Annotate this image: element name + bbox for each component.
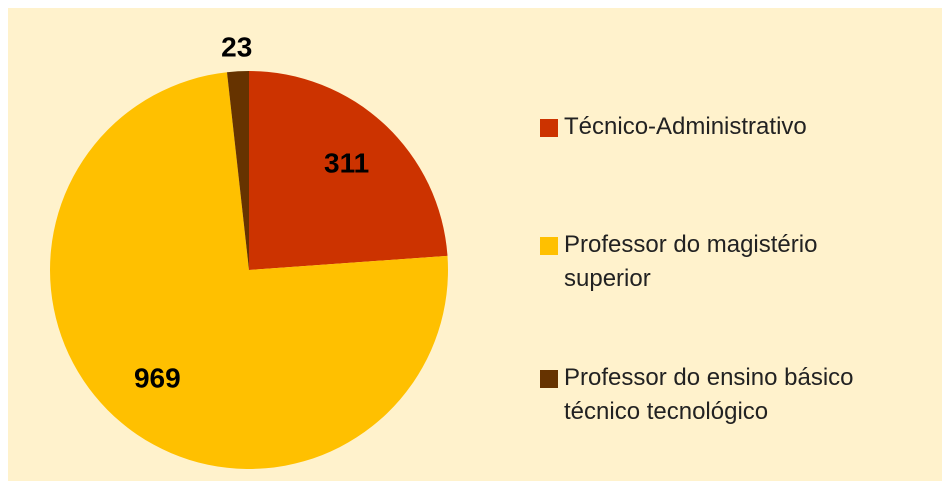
pie-slice xyxy=(49,72,448,470)
data-label: 23 xyxy=(221,32,252,63)
legend-label: Técnico-Administrativo xyxy=(564,113,807,140)
legend-entry: Professor do ensino básico técnico tecno… xyxy=(540,361,930,429)
data-label: 311 xyxy=(324,148,369,179)
data-label: 969 xyxy=(134,362,181,393)
legend-entry: Técnico-Administrativo xyxy=(540,110,930,144)
legend-swatch xyxy=(540,370,558,388)
legend-label: Professor do magistério superior xyxy=(564,231,818,292)
legend-swatch xyxy=(540,119,558,137)
pie-slice xyxy=(226,71,249,270)
legend-label: Professor do ensino básico técnico tecno… xyxy=(564,364,854,425)
legend-swatch xyxy=(540,237,558,255)
legend-entry: Professor do magistério superior xyxy=(540,228,930,296)
pie-slice xyxy=(249,71,448,270)
